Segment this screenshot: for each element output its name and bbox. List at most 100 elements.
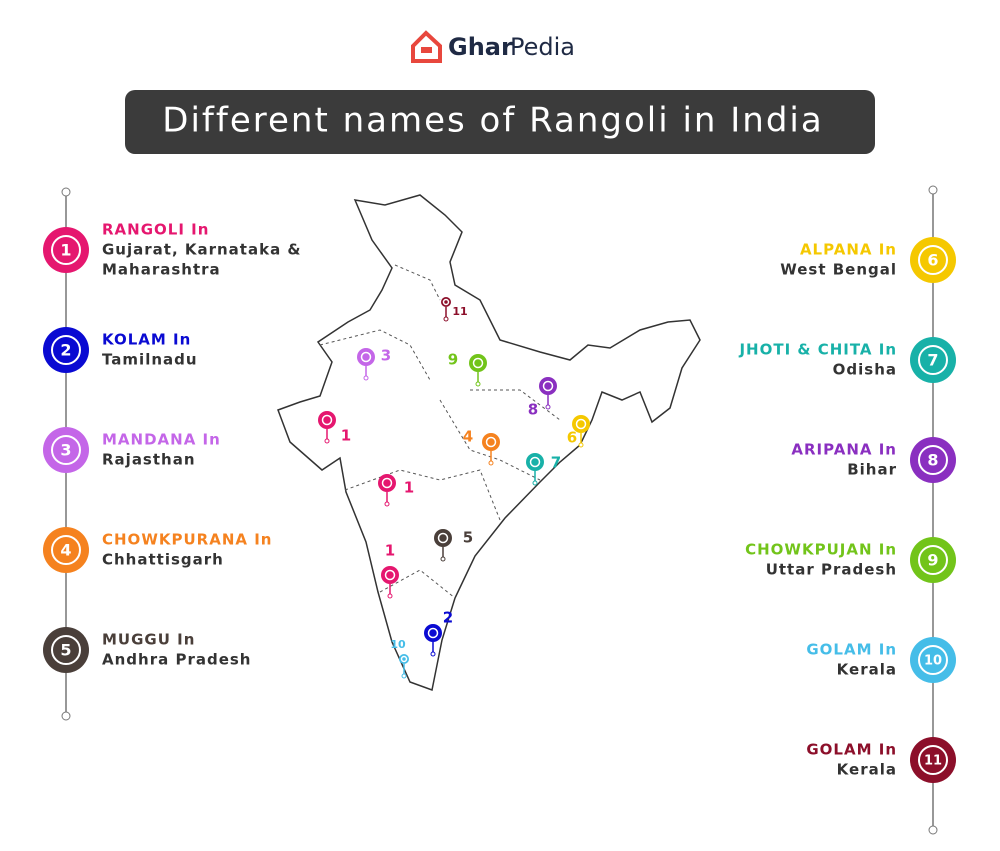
pin-foot: [324, 438, 330, 444]
title-bar: [125, 90, 875, 154]
item-badge: [910, 537, 956, 583]
item-badge: [910, 337, 956, 383]
item-number: 10: [924, 654, 942, 669]
item-name: CHOWKPURANA In: [102, 531, 272, 549]
pin-label: 11: [452, 305, 467, 318]
timeline-end: [61, 187, 71, 197]
item-number: 5: [60, 641, 71, 660]
pin-label: 1: [404, 479, 414, 497]
item-region: Tamilnadu: [102, 351, 198, 369]
pin-center: [360, 351, 372, 363]
timeline-end: [928, 825, 938, 835]
pin-center: [384, 569, 396, 581]
item-region: Maharashtra: [102, 261, 221, 279]
item-name: RANGOLI In: [102, 221, 209, 239]
pin-foot: [363, 375, 369, 381]
pin-label: 10: [390, 638, 406, 651]
item-region: West Bengal: [780, 261, 897, 279]
pin-center: [529, 456, 541, 468]
logo: Ghar Pedia: [411, 30, 575, 63]
item-number: 11: [924, 754, 942, 769]
pin-center: [437, 532, 449, 544]
item-badge: [43, 627, 89, 673]
pin-head: [469, 354, 487, 372]
pin-label: 9: [448, 351, 458, 369]
pin-foot: [387, 593, 393, 599]
item-badge-ring: [51, 335, 81, 365]
pin-label: 1: [341, 427, 351, 445]
item-number: 4: [60, 541, 71, 560]
logo-icon: [411, 30, 442, 63]
item-number: 7: [927, 351, 938, 370]
logo-icon-inner: [421, 47, 432, 53]
pin-center: [442, 298, 450, 306]
state-borders: [319, 264, 561, 599]
pin-head: [526, 453, 544, 471]
timeline-end: [61, 711, 71, 721]
item-badge: [910, 437, 956, 483]
item-badge: [43, 527, 89, 573]
item-badge-ring: [918, 245, 948, 275]
pin-head: [441, 297, 451, 307]
pin-head: [378, 474, 396, 492]
pin-label: 8: [528, 401, 538, 419]
item-number: 8: [927, 451, 938, 470]
item-name: MUGGU In: [102, 631, 195, 649]
pin-label: 5: [463, 529, 473, 547]
item-number: 1: [60, 241, 71, 260]
pin-center: [427, 627, 439, 639]
item-badge: [43, 227, 89, 273]
pin-head: [434, 529, 452, 547]
item-badge: [910, 237, 956, 283]
item-region: Chhattisgarh: [102, 551, 224, 569]
pin-head: [399, 654, 409, 664]
pin-label: 1: [385, 542, 395, 560]
pin-label: 7: [551, 454, 561, 472]
title: Different names of Rangoli in India: [162, 101, 823, 141]
item-region: Kerala: [837, 661, 897, 679]
item-name: KOLAM In: [102, 331, 191, 349]
item-region: Gujarat, Karnataka &: [102, 241, 302, 259]
pin-foot: [384, 501, 390, 507]
pin-foot: [401, 673, 407, 679]
item-number: 9: [927, 551, 938, 570]
pin-foot: [430, 651, 436, 657]
item-badge-ring: [918, 545, 948, 575]
pin-foot: [440, 556, 446, 562]
item-number: 6: [927, 251, 938, 270]
pin-foot: [545, 404, 551, 410]
pin-head: [482, 433, 500, 451]
pin-label: 2: [443, 609, 453, 627]
pin-foot: [443, 316, 449, 322]
item-name: GOLAM In: [806, 741, 897, 759]
pin-foot: [532, 480, 538, 486]
pin-foot: [578, 442, 584, 448]
pin-head: [357, 348, 375, 366]
item-name: JHOTI & CHITA In: [738, 341, 897, 359]
pin-head: [424, 624, 442, 642]
item-region: Uttar Pradesh: [766, 561, 897, 579]
pin-center: [575, 418, 587, 430]
item-name: MANDANA In: [102, 431, 221, 449]
item-badge: [910, 637, 956, 683]
brand-second: Pedia: [510, 33, 575, 61]
item-name: GOLAM In: [806, 641, 897, 659]
item-badge-ring: [918, 645, 948, 675]
items: 1 RANGOLI In Gujarat, Karnataka & Maharasht…: [43, 221, 956, 783]
pin-center: [321, 414, 333, 426]
pin-foot: [475, 381, 481, 387]
timeline-end: [928, 185, 938, 195]
pin-center: [472, 357, 484, 369]
item-region: Bihar: [847, 461, 897, 479]
pin-center: [542, 380, 554, 392]
pin-label: 3: [381, 347, 391, 365]
pin-head: [381, 566, 399, 584]
item-badge-ring: [51, 235, 81, 265]
item-badge: [910, 737, 956, 783]
pin-foot: [488, 460, 494, 466]
item-name: ALPANA In: [800, 241, 897, 259]
pin-label: 6: [567, 429, 577, 447]
item-badge-ring: [51, 435, 81, 465]
